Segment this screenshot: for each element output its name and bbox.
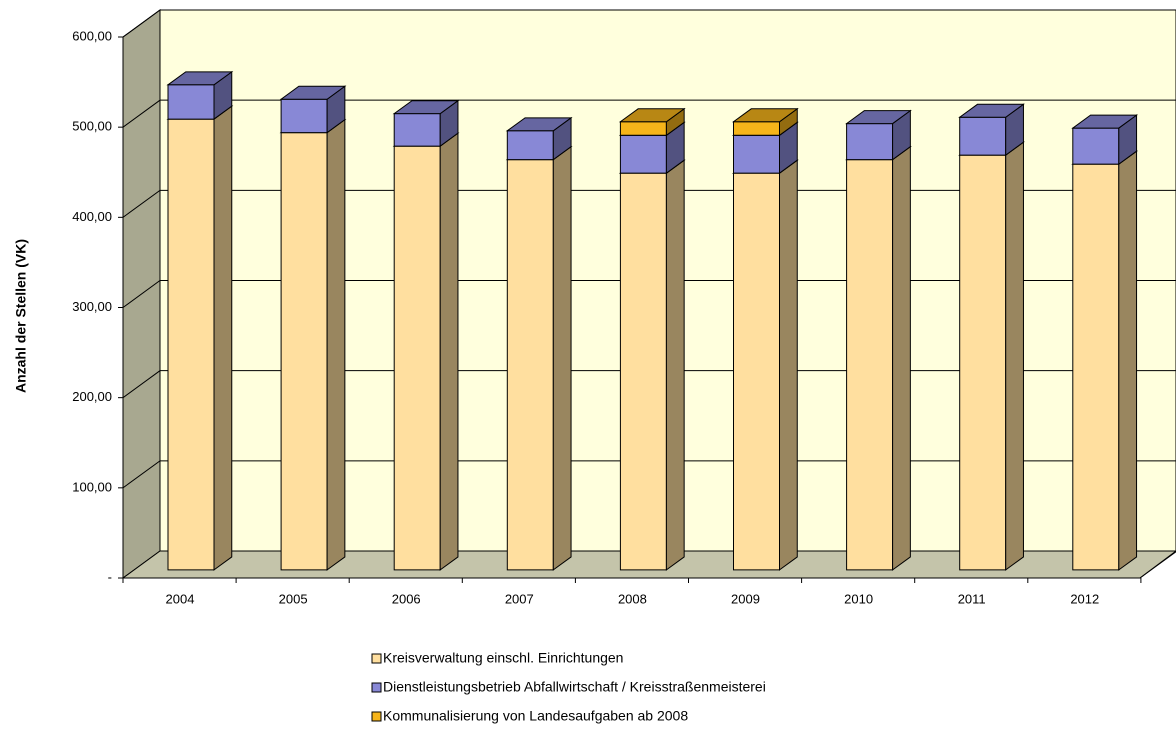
bar-side xyxy=(326,118,346,571)
bar-top xyxy=(392,100,460,115)
grid-line xyxy=(122,9,1176,38)
bar-side xyxy=(779,159,798,571)
legend-swatch xyxy=(371,653,382,664)
x-tick-label: 2010 xyxy=(844,591,873,606)
y-tick-label: 400,00 xyxy=(72,209,112,224)
bar-segment xyxy=(1071,114,1139,166)
x-tick-label: 2007 xyxy=(505,591,534,606)
bar-segment xyxy=(618,159,686,571)
bar-front xyxy=(167,84,215,120)
bar-front xyxy=(619,172,667,571)
bar-segment xyxy=(392,132,460,571)
floor-edge xyxy=(1139,551,1176,579)
bar-front xyxy=(393,145,441,571)
x-tick-label: 2008 xyxy=(618,591,647,606)
bar-front xyxy=(280,98,328,134)
bar-top xyxy=(731,108,799,123)
bar-segment xyxy=(279,85,347,134)
bar-front xyxy=(167,118,215,571)
bar-front xyxy=(1072,163,1120,571)
bar-segment xyxy=(845,145,912,571)
bar-side xyxy=(892,145,911,571)
bar-top xyxy=(618,108,686,123)
legend-swatch xyxy=(371,682,382,693)
y-axis-label: Anzahl der Stellen (VK) xyxy=(13,239,29,393)
bar-front xyxy=(733,121,780,136)
x-tick-label: 2004 xyxy=(166,591,195,606)
bar-segment xyxy=(958,141,1025,571)
legend-label: Kommunalisierung von Landesaufgaben ab 2… xyxy=(383,708,688,724)
bar-top xyxy=(845,110,912,125)
bar-side xyxy=(665,159,685,571)
bar-segment xyxy=(166,105,234,571)
bar-top xyxy=(279,85,347,100)
bar-front xyxy=(619,121,667,136)
bar-front xyxy=(619,134,667,174)
bar-top xyxy=(166,71,234,86)
y-tick-label: 600,00 xyxy=(72,28,112,43)
bar-segment xyxy=(505,116,573,161)
y-tick-label: 300,00 xyxy=(72,299,112,314)
bar-top xyxy=(958,103,1025,118)
x-tick-label: 2012 xyxy=(1070,591,1099,606)
bar-top xyxy=(505,117,573,132)
grid-line xyxy=(122,280,1176,308)
legend-label: Kreisverwaltung einschl. Einrichtungen xyxy=(383,650,623,666)
bar-segment xyxy=(166,70,234,121)
bar-side xyxy=(439,132,459,571)
bar-front xyxy=(846,159,894,571)
bar-front xyxy=(506,130,554,161)
bar-segment xyxy=(731,107,799,137)
bar-segment xyxy=(279,118,347,571)
bar-side xyxy=(1118,150,1138,571)
x-tick-label: 2006 xyxy=(392,591,421,606)
grid-line xyxy=(122,370,1176,399)
x-tick-label: 2005 xyxy=(279,591,308,606)
bar-segment xyxy=(731,159,799,571)
legend-swatch xyxy=(371,711,382,722)
bar-side xyxy=(552,145,572,571)
bar-front xyxy=(733,134,780,174)
bar-side xyxy=(213,105,233,571)
bar-segment xyxy=(392,99,460,148)
y-tick-label: 200,00 xyxy=(72,389,112,404)
bar-top xyxy=(1071,114,1139,129)
x-tick-label: 2009 xyxy=(731,591,760,606)
bar-segment xyxy=(1071,150,1139,571)
grid-line xyxy=(122,189,1176,218)
bar-front xyxy=(506,159,554,571)
legend-label: Dienstleistungsbetrieb Abfallwirtschaft … xyxy=(383,679,766,695)
x-tick-label: 2011 xyxy=(958,591,986,606)
y-tick-label: - xyxy=(108,569,112,584)
bar-front xyxy=(846,123,894,161)
bar-front xyxy=(959,154,1007,571)
bar-segment xyxy=(505,145,573,571)
bar-segment xyxy=(618,107,686,137)
bar-side xyxy=(1005,141,1024,571)
y-tick-label: 500,00 xyxy=(72,119,112,134)
bar-front xyxy=(280,132,328,571)
y-tick-label: 100,00 xyxy=(72,479,112,494)
bar-front xyxy=(959,116,1007,156)
bar-front xyxy=(733,172,780,571)
grid-line xyxy=(122,99,1176,128)
bar-segment xyxy=(845,109,912,161)
bar-segment xyxy=(958,103,1025,157)
grid-line xyxy=(122,460,1176,489)
bar-front xyxy=(393,113,441,147)
bar-front xyxy=(1072,127,1120,165)
